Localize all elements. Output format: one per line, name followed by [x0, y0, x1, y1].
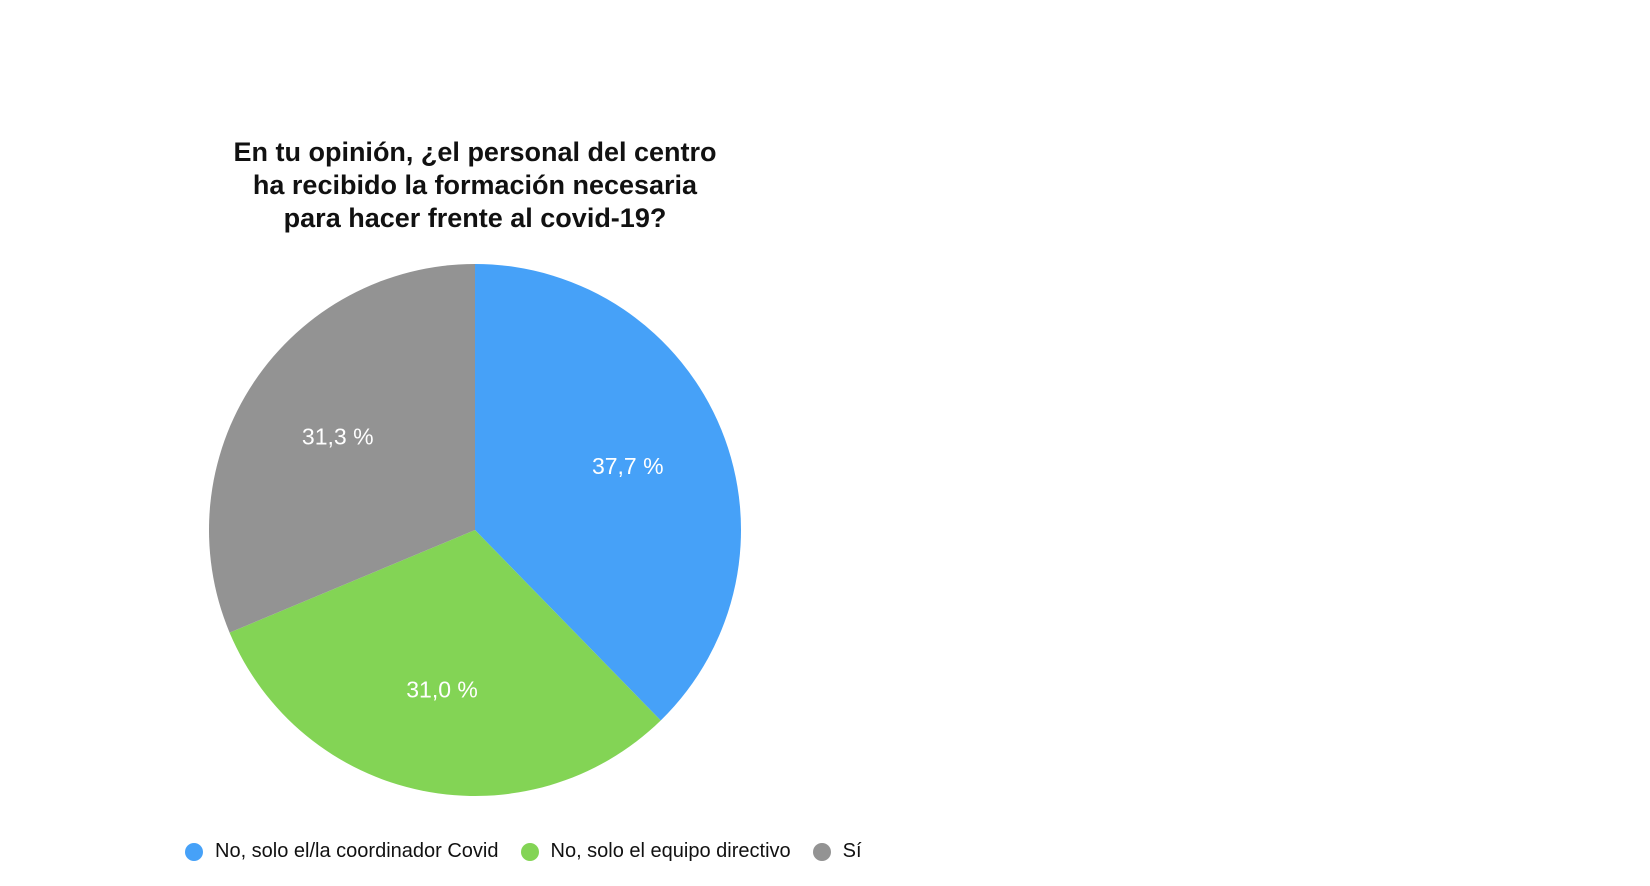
- chart-title: En tu opinión, ¿el personal del centro h…: [175, 136, 775, 235]
- legend-label: No, solo el equipo directivo: [550, 840, 791, 862]
- slice-data-label: 37,7 %: [592, 453, 664, 479]
- legend-label: No, solo el/la coordinador Covid: [215, 840, 499, 862]
- legend-swatch: [812, 842, 831, 861]
- legend-item[interactable]: Sí: [812, 840, 862, 863]
- slice-data-label: 31,3 %: [302, 424, 374, 450]
- chart-title-line: ha recibido la formación necesaria: [252, 170, 698, 200]
- legend-swatch: [520, 842, 539, 861]
- legend-swatch: [185, 842, 203, 861]
- pie-slice[interactable]: [475, 264, 741, 721]
- chart-title-line: En tu opinión, ¿el personal del centro: [233, 137, 717, 167]
- pie-slice[interactable]: [229, 530, 661, 796]
- slice-data-label: 31,0 %: [406, 677, 478, 703]
- pie-slice[interactable]: [208, 264, 475, 633]
- legend-label: Sí: [842, 840, 862, 862]
- chart-title-line: para hacer frente al covid-19?: [283, 203, 667, 233]
- legend-item[interactable]: No, solo el equipo directivo: [520, 840, 791, 863]
- legend: No, solo el/la coordinador Covid No, sol…: [185, 840, 884, 863]
- legend-item[interactable]: No, solo el/la coordinador Covid: [185, 840, 499, 863]
